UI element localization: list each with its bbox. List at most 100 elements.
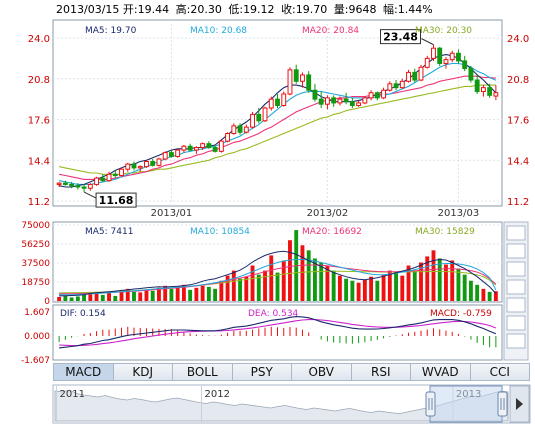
volume-bar: [275, 272, 280, 301]
candle-body: [62, 182, 68, 185]
macd-dif-line: [59, 316, 497, 349]
volume-bar: [200, 285, 205, 301]
candle-body: [181, 145, 187, 151]
volume-bar: [57, 296, 62, 301]
volume-bar: [325, 265, 330, 301]
tab-obv[interactable]: OBV: [292, 363, 352, 381]
candle-body: [368, 92, 374, 99]
candle-body: [94, 177, 99, 185]
volume-bar: [206, 286, 211, 301]
volume-bar: [387, 270, 392, 301]
macd-histogram: [58, 326, 497, 348]
volume-bar: [169, 288, 174, 301]
volume-bar: [132, 291, 136, 301]
volume-bar: [119, 290, 124, 301]
side-button-3[interactable]: [506, 261, 526, 277]
volume-bar: [487, 291, 492, 301]
price-ma30-legend: MA30: 20.30: [415, 26, 472, 36]
price-y-tick-label: 14.4: [28, 156, 50, 167]
candle-body: [81, 186, 87, 189]
volume-bar: [150, 290, 155, 301]
volume-bar: [88, 293, 93, 301]
macd-value-legend: MACD: -0.759: [430, 309, 492, 319]
volume-bar: [406, 265, 411, 301]
volume-bar: [75, 296, 80, 301]
candle-body: [449, 52, 455, 61]
candle-body: [480, 87, 486, 92]
volume-bar: [356, 282, 361, 301]
candle-body: [243, 126, 249, 133]
header-high: 20.30: [190, 3, 222, 16]
volume-bar: [344, 278, 349, 301]
volume-bar: [437, 258, 442, 301]
candle-body: [119, 168, 124, 177]
candle-body: [393, 83, 399, 89]
volume-bar: [138, 292, 143, 301]
candle-body: [474, 79, 480, 92]
candle-body: [312, 89, 318, 100]
min-price-pointer: [83, 191, 97, 199]
volume-bar: [188, 289, 193, 301]
header-volume: 9648: [349, 3, 377, 16]
tab-cci[interactable]: CCI: [470, 363, 530, 381]
candle-body: [156, 158, 162, 166]
candle-body: [281, 93, 287, 106]
volume-bar: [313, 258, 317, 301]
candle-body: [125, 163, 131, 170]
volume-bar: [431, 250, 436, 301]
side-button-2[interactable]: [506, 243, 526, 259]
side-button-1[interactable]: [506, 225, 526, 241]
candle-body: [437, 47, 443, 64]
volume-y-tick-label: 37500: [21, 259, 50, 269]
price-y-tick-label: 24.0: [28, 34, 50, 45]
candle-body: [487, 87, 493, 96]
macd-y-tick-label: -1.607: [21, 356, 50, 366]
candle-body: [381, 89, 387, 99]
candle-body: [69, 183, 75, 187]
macd-lines: [59, 316, 497, 349]
candle-body: [424, 57, 430, 68]
tab-rsi[interactable]: RSI: [351, 363, 411, 381]
candle-body: [262, 107, 268, 122]
volume-bar: [281, 260, 286, 301]
candle-body: [443, 59, 449, 64]
candle-body: [431, 47, 436, 59]
volume-bar: [94, 291, 99, 301]
tab-boll[interactable]: BOLL: [173, 363, 233, 381]
side-button-7[interactable]: [506, 333, 526, 349]
tab-wvad[interactable]: WVAD: [411, 363, 471, 381]
candle-body: [300, 74, 305, 82]
volume-bar: [82, 294, 87, 301]
navigator-selection[interactable]: [429, 385, 503, 423]
volume-bars: [57, 230, 498, 301]
navigator-left-handle[interactable]: [425, 391, 436, 417]
price-y-tick-label: 11.2: [28, 197, 50, 208]
volume-bar: [244, 276, 249, 301]
candle-body: [56, 182, 62, 185]
navigator-right-handle[interactable]: [497, 391, 508, 417]
candle-body: [237, 125, 243, 133]
side-button-5[interactable]: [506, 297, 526, 313]
candle-body: [275, 98, 280, 106]
date-tick-label: 2013/03: [438, 208, 480, 219]
volume-bar: [194, 287, 199, 301]
volume-bar: [219, 280, 224, 301]
tab-macd[interactable]: MACD: [53, 363, 114, 381]
volume-bar: [462, 274, 467, 301]
candle-body: [462, 60, 468, 70]
candle-body: [250, 113, 255, 128]
volume-bar: [238, 278, 242, 301]
side-button-6[interactable]: [506, 315, 526, 331]
volume-bar: [350, 280, 355, 301]
price-y-axis-left: 24.0 20.8 17.6 14.4 11.2: [28, 34, 50, 208]
tab-psy[interactable]: PSY: [232, 363, 292, 381]
candle-body: [131, 163, 137, 169]
volume-bar: [113, 295, 118, 301]
side-button-4[interactable]: [506, 279, 526, 295]
tab-kdj[interactable]: KDJ: [113, 363, 173, 381]
candle-body: [144, 161, 149, 168]
volume-bar: [362, 279, 367, 301]
candle-body: [493, 92, 499, 97]
date-tick-label: 2013/02: [307, 208, 349, 219]
